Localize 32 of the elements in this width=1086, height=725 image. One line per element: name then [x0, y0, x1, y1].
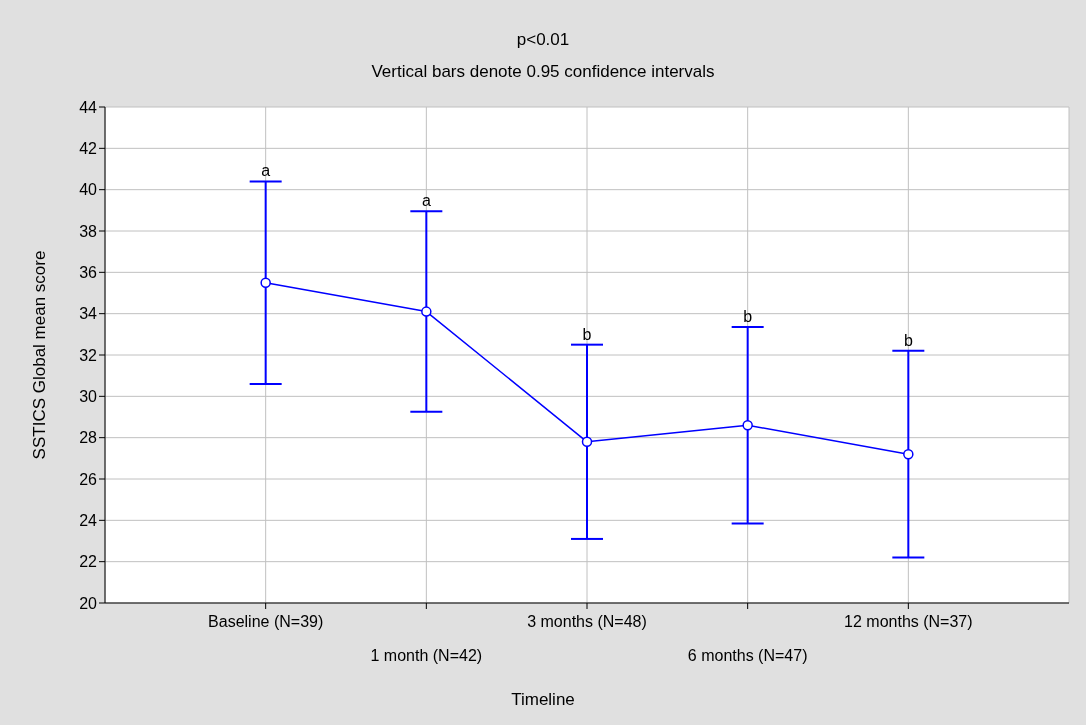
point [260, 277, 271, 288]
y-tick-label: 30 [79, 388, 98, 406]
y-tick-label: 20 [79, 594, 98, 612]
y-tick-label: 42 [79, 140, 98, 158]
y-tick-label: 40 [79, 181, 98, 199]
annotation: a [421, 192, 431, 210]
x-axis-title: Timeline [510, 690, 576, 710]
y-tick-label: 36 [79, 264, 98, 282]
y-tick-label: 24 [79, 512, 98, 530]
point [421, 306, 432, 317]
y-tick-label: 26 [79, 470, 98, 488]
annotation: a [261, 162, 271, 180]
y-tick-label: 32 [79, 346, 98, 364]
point [581, 436, 593, 448]
x-tick-label: 1 month (N=42) [370, 647, 483, 664]
y-tick-label: 38 [79, 222, 98, 240]
chart-title: p<0.01 [515, 30, 571, 50]
annotation: b [903, 331, 913, 349]
point [742, 420, 753, 431]
y-tick-label: 44 [79, 98, 98, 116]
y-axis-title: SSTICS Global mean score [30, 250, 50, 460]
annotation: b [743, 308, 753, 326]
annotation: b [582, 325, 592, 343]
y-tick-label: 22 [79, 553, 98, 571]
point [903, 448, 914, 460]
chart-subtitle: Vertical bars denote 0.95 confidence intervals [370, 62, 716, 82]
x-tick-label: 6 months (N=47) [687, 647, 808, 664]
y-tick-label: 34 [79, 305, 98, 323]
x-tick-label: 3 months (N=48) [527, 613, 647, 630]
y-tick-label: 28 [79, 429, 98, 447]
x-tick-label: 12 months (N=37) [844, 613, 973, 630]
x-tick-label: Baseline (N=39) [208, 613, 324, 630]
